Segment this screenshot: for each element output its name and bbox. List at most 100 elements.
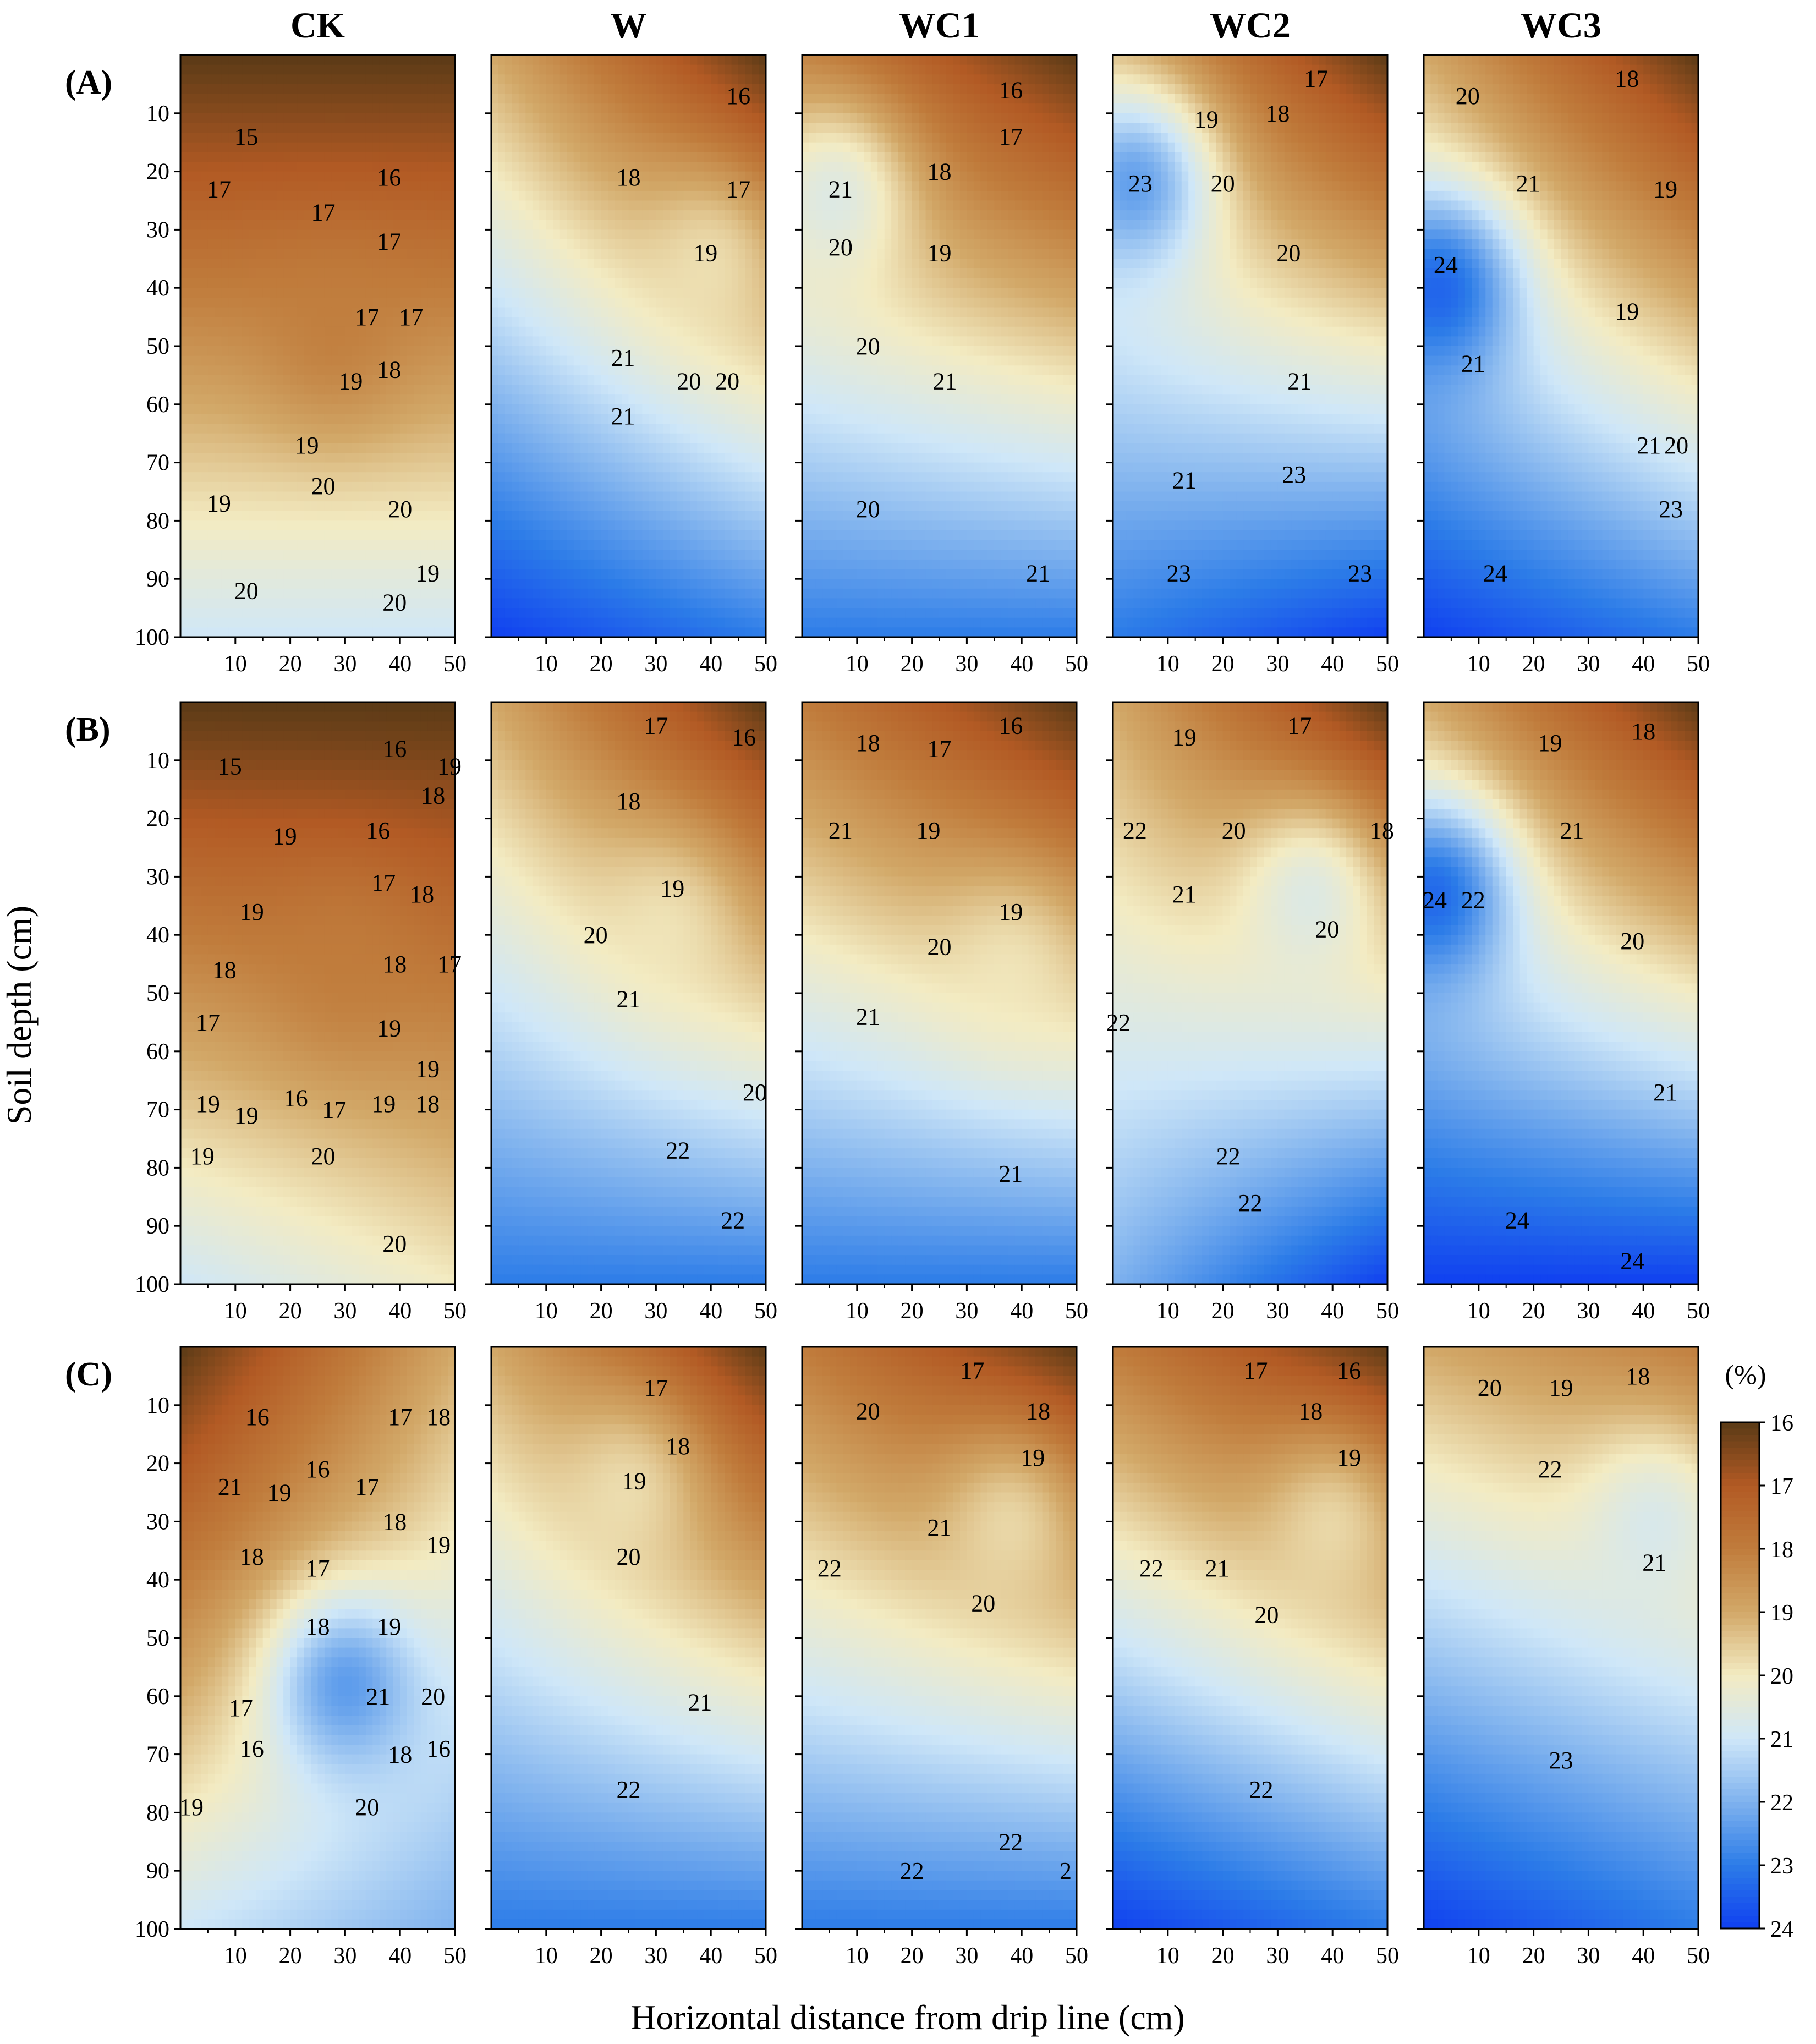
contour-panel-ck: 10 20 30 40 50102030405060708090100151617171… — [135, 55, 467, 677]
y-tick-label: 30 — [146, 1509, 169, 1535]
contour-label: 20 — [1254, 1602, 1279, 1629]
x-tick-label: 40 — [1632, 651, 1655, 677]
x-tick-label: 50 — [1376, 1943, 1399, 1969]
contour-label: 23 — [1128, 170, 1153, 197]
contour-label: 22 — [900, 1857, 924, 1884]
row-label: (C) — [65, 1356, 112, 1393]
y-tick-label: 80 — [146, 508, 169, 534]
x-tick-label: 20 — [590, 1943, 613, 1969]
y-tick-label: 60 — [146, 1039, 169, 1065]
contour-label: 16 — [1337, 1357, 1361, 1384]
x-tick-label: 30 — [1577, 1943, 1600, 1969]
contour-label: 22 — [666, 1137, 690, 1164]
contour-label: 19 — [1653, 176, 1677, 202]
contour-label: 18 — [617, 788, 641, 815]
x-tick-label: 10 — [1156, 1298, 1179, 1324]
x-tick-label: 30 — [1577, 1298, 1600, 1324]
colorbar-tick-label: 19 — [1770, 1601, 1793, 1626]
contour-label: 17 — [196, 1009, 220, 1036]
x-tick-label: 30 — [1577, 651, 1600, 677]
contour-label: 19 — [1337, 1444, 1361, 1471]
contour-label: 20 — [856, 496, 880, 523]
contour-label: 19 — [998, 898, 1023, 925]
contour-label: 23 — [1167, 560, 1191, 587]
contour-label: 17 — [371, 869, 396, 896]
y-tick-label: 80 — [146, 1155, 169, 1181]
contour-label: 21 — [1653, 1079, 1677, 1106]
y-tick-label: 20 — [146, 807, 169, 832]
contour-label: 19 — [622, 1467, 646, 1494]
x-tick-label: 30 — [1266, 1943, 1289, 1969]
x-tick-label: 30 — [644, 1943, 667, 1969]
contour-label: 21 — [1516, 170, 1540, 197]
contour-label: 17 — [229, 1695, 253, 1722]
contour-label: 16 — [377, 164, 401, 191]
contour-label: 18 — [1631, 718, 1655, 745]
x-tick-label: 10 — [846, 651, 869, 677]
contour-label: 18 — [1265, 100, 1290, 127]
x-tick-label: 30 — [644, 651, 667, 677]
contour-label: 17 — [644, 712, 668, 739]
x-tick-label: 40 — [1321, 1943, 1344, 1969]
x-tick-label: 20 — [279, 1943, 302, 1969]
contour-label: 20 — [743, 1079, 767, 1106]
contour-label: 17 — [377, 228, 401, 255]
contour-label: 21 — [218, 1473, 242, 1500]
contour-label: 21 — [1172, 881, 1197, 908]
contour-label: 20 — [829, 234, 853, 261]
contour-label: 17 — [311, 199, 336, 226]
contour-label: 19 — [207, 490, 231, 517]
contour-label: 20 — [677, 368, 701, 395]
contour-label: 20 — [1276, 240, 1301, 267]
contour-label: 21 — [1287, 368, 1312, 395]
contour-label: 16 — [998, 712, 1023, 739]
contour-label: 22 — [818, 1555, 842, 1582]
x-tick-label: 40 — [1321, 1298, 1344, 1324]
contour-label: 19 — [179, 1794, 204, 1821]
x-tick-label: 40 — [388, 1943, 412, 1969]
contour-label: 21 — [829, 817, 853, 844]
contour-label: 21 — [1461, 350, 1485, 377]
colorbar-tick-label: 16 — [1770, 1411, 1793, 1436]
x-tick-label: 10 — [224, 651, 247, 677]
x-tick-label: 20 — [901, 1943, 924, 1969]
contour-label: 18 — [426, 1404, 451, 1431]
contour-label: 19 — [196, 1091, 220, 1117]
x-tick-label: 10 — [535, 1298, 558, 1324]
contour-label: 19 — [371, 1091, 396, 1117]
contour-label: 24 — [1505, 1207, 1529, 1234]
y-tick-label: 60 — [146, 1684, 169, 1709]
x-tick-label: 20 — [1522, 1298, 1545, 1324]
contour-label: 21 — [829, 176, 853, 202]
treatment-header-wc1: WC1 — [899, 6, 980, 46]
x-tick-label: 40 — [1010, 651, 1033, 677]
contour-label: 21 — [366, 1683, 390, 1710]
y-tick-label: 40 — [146, 1568, 169, 1593]
row-label: (A) — [65, 64, 112, 101]
y-tick-label: 70 — [146, 1742, 169, 1768]
colorbar-tick-label: 17 — [1770, 1474, 1793, 1499]
contour-label: 21 — [611, 403, 635, 430]
y-tick-label: 90 — [146, 567, 169, 592]
y-tick-label: 40 — [146, 923, 169, 948]
x-tick-label: 30 — [955, 1298, 978, 1324]
x-tick-label: 50 — [443, 1298, 467, 1324]
contour-label: 19 — [377, 1613, 401, 1640]
x-tick-label: 40 — [388, 651, 412, 677]
contour-label: 18 — [856, 730, 880, 757]
contour-label: 20 — [928, 933, 952, 960]
contour-label: 18 — [1026, 1398, 1050, 1424]
contour-label: 22 — [998, 1828, 1023, 1855]
contour-label: 21 — [1637, 432, 1661, 459]
contour-label: 18 — [1370, 817, 1394, 844]
x-tick-label: 10 — [224, 1943, 247, 1969]
contour-label: 20 — [421, 1683, 445, 1710]
y-tick-label: 100 — [135, 1917, 169, 1942]
x-tick-label: 10 — [535, 1943, 558, 1969]
colorbar-tick-label: 23 — [1770, 1854, 1793, 1879]
